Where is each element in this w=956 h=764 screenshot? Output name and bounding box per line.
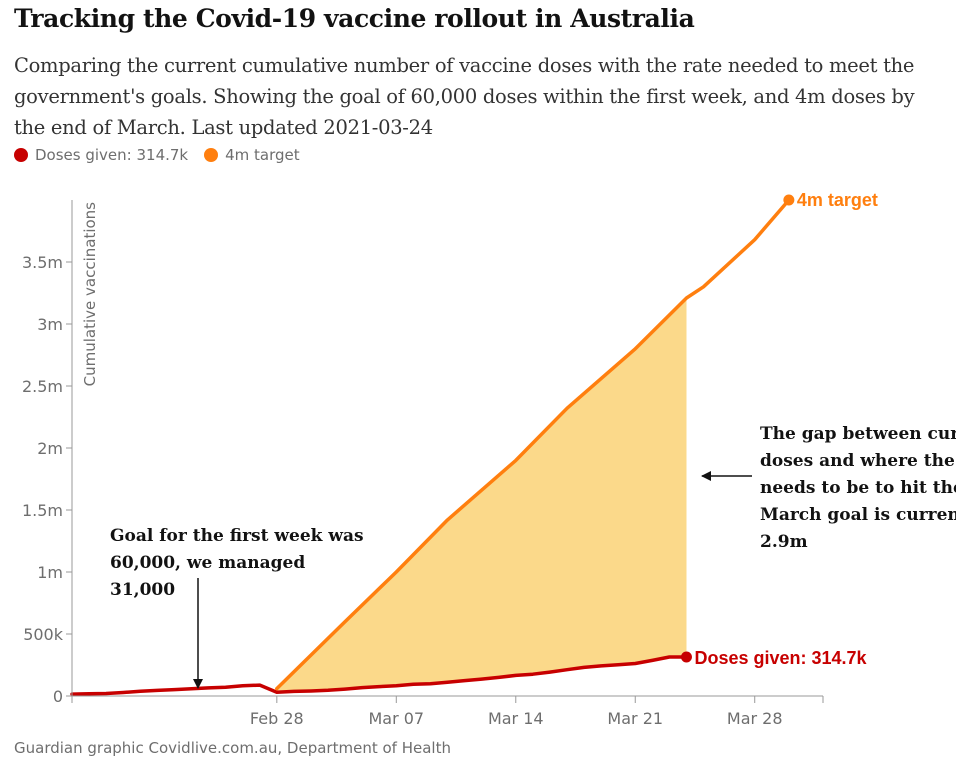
y-tick-label: 2m	[37, 439, 63, 458]
x-tick-label: Mar 28	[727, 709, 783, 728]
legend-label-target: 4m target	[225, 146, 300, 164]
y-tick-label: 2.5m	[22, 377, 63, 396]
y-tick-label: 500k	[23, 625, 64, 644]
legend-item-target: 4m target	[204, 146, 300, 164]
legend-swatch-target	[204, 148, 219, 162]
series-end-label-target: 4m target	[797, 190, 878, 210]
y-tick-label: 3.5m	[22, 253, 63, 272]
annotation-gap-line: needs to be to hit the end of	[760, 478, 956, 498]
series-endpoint-target	[783, 194, 795, 206]
annotation-gap: The gap between current doses and where t…	[760, 424, 956, 552]
x-tick-label: Mar 21	[607, 709, 663, 728]
annotation-first-week-line: 60,000, we managed	[110, 553, 305, 573]
series-endpoint-doses	[680, 651, 692, 663]
source-credit: Guardian graphic Covidlive.com.au, Depar…	[14, 739, 451, 757]
legend-swatch-doses	[14, 148, 28, 162]
y-tick-label: 3m	[37, 315, 63, 334]
y-tick-label: 1.5m	[22, 501, 63, 520]
annotation-first-week: Goal for the first week was 60,000, we ma…	[110, 526, 364, 600]
x-tick-label: Mar 14	[488, 709, 544, 728]
series-line-target	[275, 198, 791, 691]
annotation-gap-line: doses and where the rollout	[760, 451, 956, 471]
gap-shading	[276, 298, 687, 693]
annotation-first-week-line: Goal for the first week was	[110, 526, 364, 546]
series-end-label-doses: Doses given: 314.7k	[694, 648, 867, 668]
annotation-gap-line: 2.9m	[760, 532, 808, 552]
annotation-gap-line: March goal is currently	[760, 505, 956, 525]
x-tick-label: Feb 28	[250, 709, 304, 728]
series-line-doses	[70, 655, 689, 696]
annotation-first-week-line: 31,000	[110, 580, 175, 600]
y-axis-title: Cumulative vaccinations	[81, 202, 99, 387]
x-tick-label: Mar 07	[368, 709, 424, 728]
y-tick-label: 0	[53, 687, 63, 706]
page-subtitle: Comparing the current cumulative number …	[14, 54, 915, 139]
legend: Doses given: 314.7k 4m target	[14, 146, 316, 164]
page-title: Tracking the Covid-19 vaccine rollout in…	[14, 4, 695, 33]
annotation-gap-line: The gap between current	[760, 424, 956, 444]
legend-label-doses: Doses given: 314.7k	[35, 146, 189, 164]
legend-item-doses: Doses given: 314.7k	[14, 146, 188, 164]
y-tick-label: 1m	[37, 563, 63, 582]
